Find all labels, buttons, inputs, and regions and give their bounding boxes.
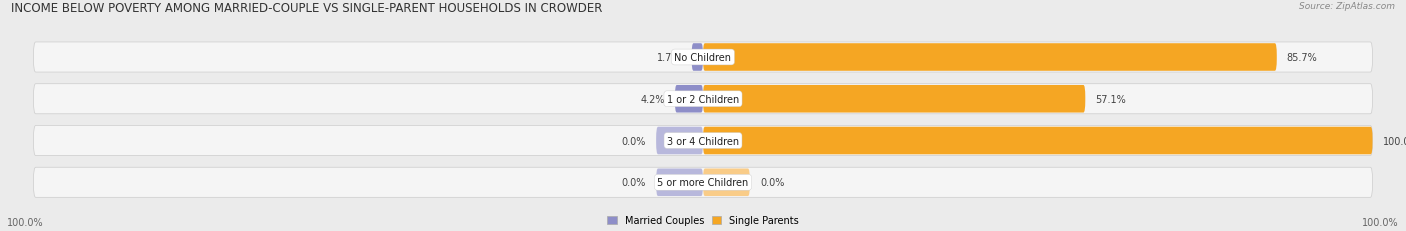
FancyBboxPatch shape	[34, 167, 1372, 198]
FancyBboxPatch shape	[657, 169, 703, 196]
Text: Source: ZipAtlas.com: Source: ZipAtlas.com	[1299, 2, 1395, 11]
Text: 5 or more Children: 5 or more Children	[658, 177, 748, 188]
Text: 0.0%: 0.0%	[759, 177, 785, 188]
Text: 3 or 4 Children: 3 or 4 Children	[666, 136, 740, 146]
Text: No Children: No Children	[675, 53, 731, 63]
Text: 85.7%: 85.7%	[1286, 53, 1317, 63]
Text: 0.0%: 0.0%	[621, 136, 647, 146]
FancyBboxPatch shape	[34, 84, 1372, 114]
FancyBboxPatch shape	[692, 44, 703, 71]
Legend: Married Couples, Single Parents: Married Couples, Single Parents	[606, 214, 800, 226]
FancyBboxPatch shape	[703, 127, 1372, 155]
Text: 1.7%: 1.7%	[657, 53, 682, 63]
FancyBboxPatch shape	[657, 127, 703, 155]
FancyBboxPatch shape	[675, 86, 703, 113]
Text: 100.0%: 100.0%	[7, 217, 44, 227]
Text: 0.0%: 0.0%	[621, 177, 647, 188]
Text: 100.0%: 100.0%	[1382, 136, 1406, 146]
FancyBboxPatch shape	[703, 169, 749, 196]
FancyBboxPatch shape	[34, 126, 1372, 156]
FancyBboxPatch shape	[703, 44, 1277, 71]
Text: 100.0%: 100.0%	[1362, 217, 1399, 227]
FancyBboxPatch shape	[703, 86, 1085, 113]
Text: 1 or 2 Children: 1 or 2 Children	[666, 94, 740, 104]
Text: INCOME BELOW POVERTY AMONG MARRIED-COUPLE VS SINGLE-PARENT HOUSEHOLDS IN CROWDER: INCOME BELOW POVERTY AMONG MARRIED-COUPL…	[11, 2, 603, 15]
Text: 57.1%: 57.1%	[1095, 94, 1126, 104]
FancyBboxPatch shape	[34, 43, 1372, 73]
Text: 4.2%: 4.2%	[640, 94, 665, 104]
